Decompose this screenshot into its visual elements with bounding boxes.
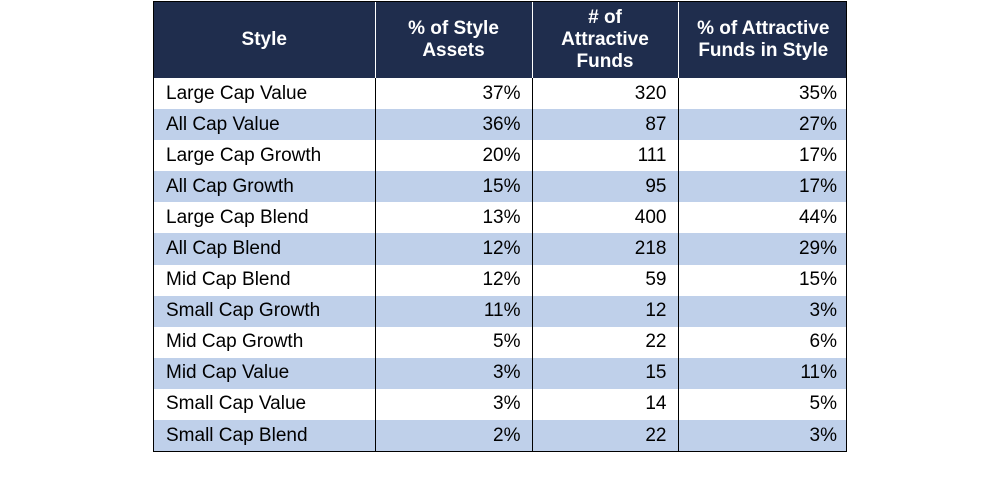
cell-num-attractive-funds: 400 [531,202,678,234]
cell-style: All Cap Blend [154,233,375,265]
table-row: All Cap Value 36% 87 27% [154,109,846,141]
cell-num-attractive-funds: 95 [531,171,678,203]
cell-pct-attractive-funds: 27% [677,109,846,141]
header-pct-style-assets: % of Style Assets [374,2,532,78]
cell-pct-attractive-funds: 5% [677,388,846,421]
cell-pct-attractive-funds: 29% [677,233,846,265]
cell-style: Small Cap Growth [154,295,375,327]
table-row: Small Cap Value 3% 14 5% [154,388,846,421]
cell-pct-style-assets: 12% [374,233,532,265]
table-row: Small Cap Growth 11% 12 3% [154,295,846,327]
table-header: Style % of Style Assets # of Attractive … [154,2,846,78]
table-row: Large Cap Value 37% 320 35% [154,78,846,110]
style-funds-table-container: Style % of Style Assets # of Attractive … [153,1,847,452]
cell-pct-style-assets: 37% [374,78,532,110]
cell-pct-attractive-funds: 3% [677,420,846,451]
cell-num-attractive-funds: 111 [531,140,678,172]
cell-pct-style-assets: 15% [374,171,532,203]
cell-style: Small Cap Value [154,388,375,421]
cell-style: Small Cap Blend [154,420,375,451]
cell-pct-attractive-funds: 44% [677,202,846,234]
table-row: Large Cap Growth 20% 111 17% [154,140,846,172]
cell-style: Mid Cap Blend [154,264,375,296]
cell-pct-attractive-funds: 17% [677,140,846,172]
header-style: Style [154,2,375,78]
cell-style: Large Cap Growth [154,140,375,172]
cell-pct-attractive-funds: 17% [677,171,846,203]
cell-num-attractive-funds: 218 [531,233,678,265]
cell-pct-style-assets: 3% [374,388,532,421]
cell-num-attractive-funds: 12 [531,295,678,327]
cell-pct-attractive-funds: 3% [677,295,846,327]
header-row: Style % of Style Assets # of Attractive … [154,2,846,78]
cell-num-attractive-funds: 22 [531,326,678,358]
cell-num-attractive-funds: 87 [531,109,678,141]
cell-style: Large Cap Value [154,78,375,110]
cell-num-attractive-funds: 22 [531,420,678,451]
cell-pct-style-assets: 20% [374,140,532,172]
header-pct-attractive-funds-in-style: % of Attractive Funds in Style [677,2,846,78]
table-row: All Cap Blend 12% 218 29% [154,233,846,265]
header-num-attractive-funds: # of Attractive Funds [531,2,678,78]
table-row: All Cap Growth 15% 95 17% [154,171,846,203]
table-row: Small Cap Blend 2% 22 3% [154,420,846,451]
cell-pct-style-assets: 12% [374,264,532,296]
cell-pct-attractive-funds: 35% [677,78,846,110]
cell-style: Mid Cap Growth [154,326,375,358]
table-body: Large Cap Value 37% 320 35% All Cap Valu… [154,78,846,451]
cell-pct-style-assets: 5% [374,326,532,358]
table-row: Large Cap Blend 13% 400 44% [154,202,846,234]
table-row: Mid Cap Growth 5% 22 6% [154,326,846,358]
cell-pct-style-assets: 2% [374,420,532,451]
style-funds-table: Style % of Style Assets # of Attractive … [154,2,846,451]
cell-style: Large Cap Blend [154,202,375,234]
cell-pct-style-assets: 3% [374,357,532,389]
cell-pct-style-assets: 13% [374,202,532,234]
table-row: Mid Cap Blend 12% 59 15% [154,264,846,296]
cell-num-attractive-funds: 59 [531,264,678,296]
cell-pct-attractive-funds: 15% [677,264,846,296]
cell-num-attractive-funds: 14 [531,388,678,421]
cell-style: All Cap Value [154,109,375,141]
cell-num-attractive-funds: 15 [531,357,678,389]
cell-pct-attractive-funds: 11% [677,357,846,389]
table-row: Mid Cap Value 3% 15 11% [154,357,846,389]
cell-style: All Cap Growth [154,171,375,203]
cell-pct-attractive-funds: 6% [677,326,846,358]
cell-pct-style-assets: 11% [374,295,532,327]
cell-pct-style-assets: 36% [374,109,532,141]
cell-num-attractive-funds: 320 [531,78,678,110]
cell-style: Mid Cap Value [154,357,375,389]
